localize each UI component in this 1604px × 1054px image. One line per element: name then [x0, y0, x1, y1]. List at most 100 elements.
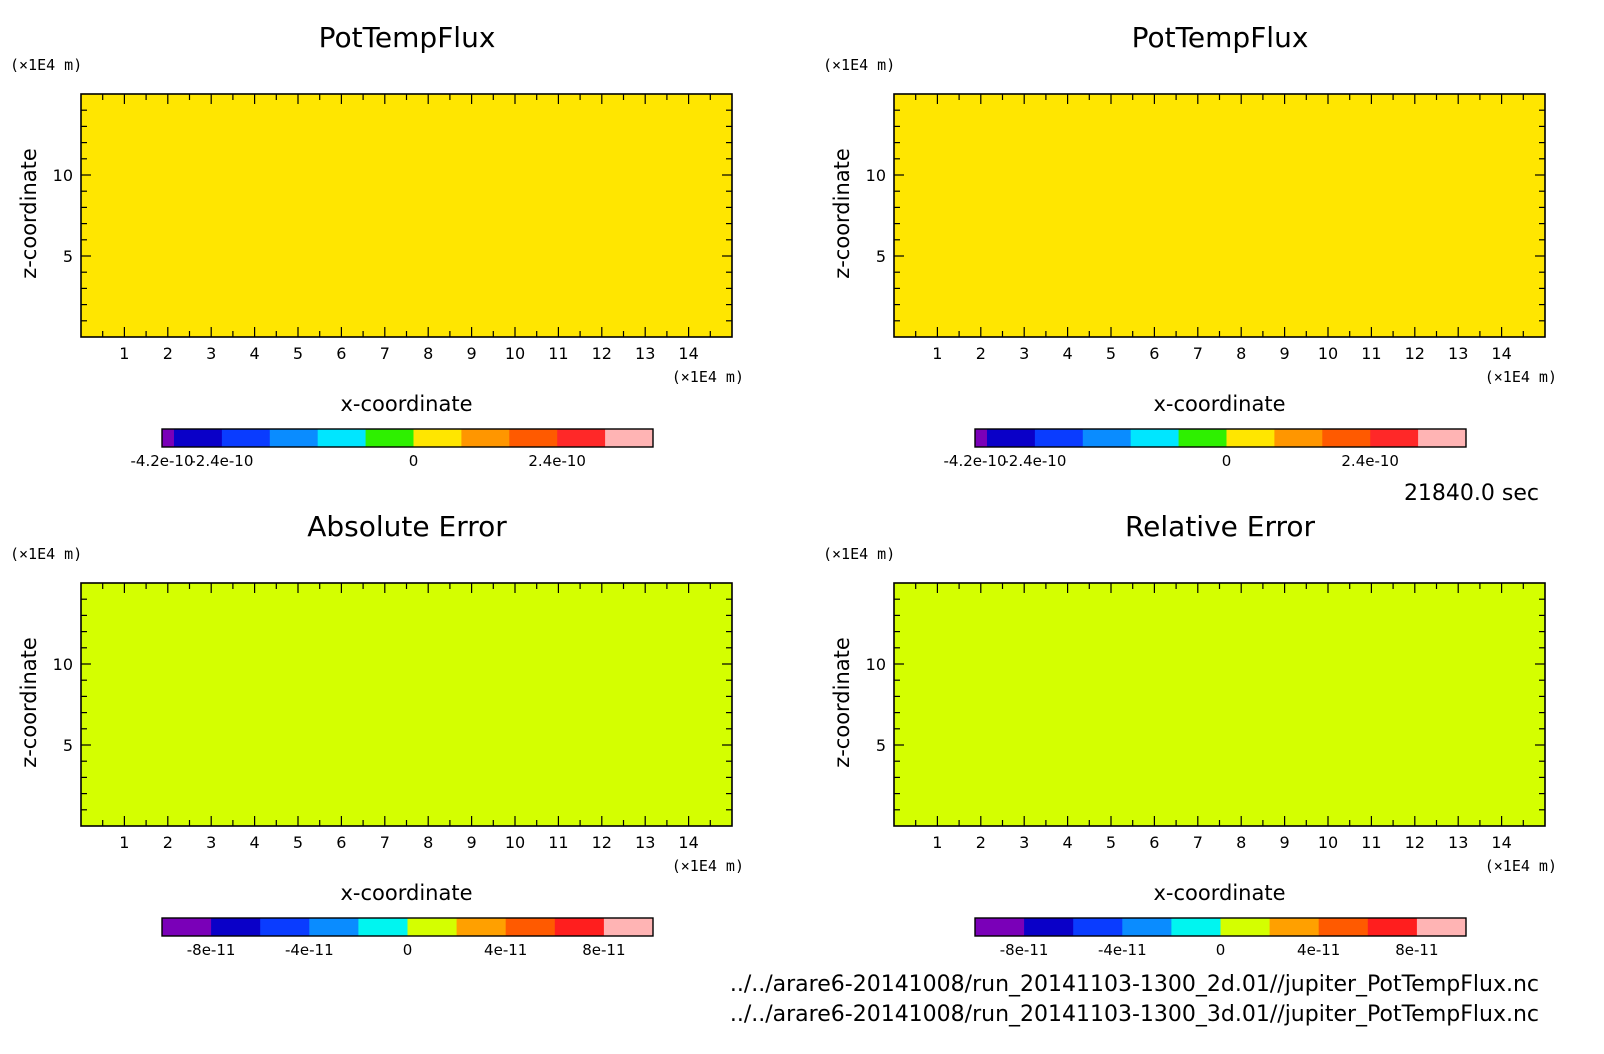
- y-unit-label: (×1E4 m): [10, 545, 82, 563]
- colorbar-segment: [1122, 918, 1172, 936]
- panel-title: PotTempFlux: [1132, 21, 1309, 54]
- panel-title: Absolute Error: [307, 510, 507, 543]
- x-tick-label: 10: [1318, 833, 1338, 852]
- x-tick-label: 4: [250, 344, 260, 363]
- x-tick-label: 7: [1193, 344, 1203, 363]
- x-tick-label: 10: [505, 833, 525, 852]
- colorbar-label: 8e-11: [1395, 941, 1438, 959]
- heatmap-field: [894, 94, 1545, 337]
- colorbar-label: 2.4e-10: [528, 452, 586, 470]
- colorbar-segment: [1171, 918, 1221, 936]
- x-tick-label: 6: [1149, 833, 1159, 852]
- colorbar: -8e-11 -4e-11 0 4e-11 8e-11: [974, 917, 1467, 959]
- x-tick-label: 11: [1361, 833, 1381, 852]
- x-tick-label: 13: [1448, 344, 1468, 363]
- colorbar-segment: [554, 918, 605, 936]
- colorbar-label: 0: [1216, 941, 1226, 959]
- chart-panel-3: Absolute Error(×1E4 m)1 2 3 4 5 6 7 8 9 10 11 12 13 1…: [10, 510, 744, 959]
- x-tick-label: 11: [548, 833, 568, 852]
- y-axis-title: z-coordinate: [830, 637, 854, 768]
- colorbar-segment: [456, 918, 507, 936]
- colorbar: -8e-11 -4e-11 0 4e-11 8e-11: [161, 917, 654, 959]
- colorbar-segment: [975, 918, 1025, 936]
- y-axis-ticks: [81, 109, 732, 322]
- x-axis-ticks: [915, 583, 1524, 826]
- x-tick-label: 9: [467, 344, 477, 363]
- x-tick-label: 14: [1491, 833, 1511, 852]
- chart-panel-4: Relative Error(×1E4 m)1 2 3 4 5 6 7 8 9 10 11 12 13 1…: [823, 510, 1557, 959]
- x-tick-label: 2: [976, 833, 986, 852]
- heatmap-field: [81, 583, 732, 826]
- x-axis-title: x-coordinate: [340, 392, 472, 416]
- x-tick-label: 5: [1106, 344, 1116, 363]
- colorbar-segment: [309, 918, 359, 936]
- y-unit-label: (×1E4 m): [823, 545, 895, 563]
- colorbar-segment: [557, 429, 606, 447]
- colorbar-segment: [211, 918, 261, 936]
- colorbar-label: 4e-11: [484, 941, 527, 959]
- colorbar-segment: [1220, 918, 1271, 936]
- colorbar-label: 4e-11: [1297, 941, 1340, 959]
- y-tick-label: 10: [866, 655, 886, 674]
- colorbar-label: -4.2e-10: [131, 452, 194, 470]
- y-tick-label: 10: [53, 655, 73, 674]
- colorbar-label: -4e-11: [1098, 941, 1147, 959]
- x-tick-label: 7: [380, 833, 390, 852]
- x-tick-label: 14: [678, 833, 698, 852]
- x-tick-label: 8: [1236, 344, 1246, 363]
- x-tick-label: 4: [1063, 344, 1073, 363]
- colorbar-segment: [1082, 429, 1132, 447]
- y-axis-title: z-coordinate: [17, 637, 41, 768]
- x-tick-label: 1: [932, 833, 942, 852]
- x-tick-label: 5: [1106, 833, 1116, 852]
- colorbar-segment: [986, 429, 1036, 447]
- source-file-label-2: ../../arare6-20141008/run_20141103-1300_…: [730, 1002, 1539, 1027]
- colorbar-label: -2.4e-10: [1003, 452, 1066, 470]
- source-file-label-1: ../../arare6-20141008/run_20141103-1300_…: [730, 972, 1539, 997]
- colorbar-segment: [173, 429, 223, 447]
- colorbar-label: 8e-11: [582, 941, 625, 959]
- y-axis-ticks: [81, 598, 732, 811]
- colorbar-segment: [1322, 429, 1371, 447]
- x-tick-label: 12: [592, 344, 612, 363]
- colorbar-segment: [509, 429, 558, 447]
- y-axis-ticks: [894, 598, 1545, 811]
- colorbar-frame: [161, 428, 654, 448]
- x-tick-label: 7: [1193, 833, 1203, 852]
- colorbar-segment: [269, 429, 319, 447]
- chart-panel-1: PotTempFlux(×1E4 m)1 2 3 4 5 6 7 8 9 10 11 12 13 1451…: [10, 21, 744, 470]
- colorbar-segment: [505, 918, 556, 936]
- x-tick-label: 14: [678, 344, 698, 363]
- x-tick-label: 13: [635, 344, 655, 363]
- colorbar-segment: [413, 429, 462, 447]
- colorbar-segment: [221, 429, 271, 447]
- x-tick-label: 13: [635, 833, 655, 852]
- colorbar-label: 0: [1222, 452, 1232, 470]
- x-tick-label: 8: [1236, 833, 1246, 852]
- colorbar-segment: [1130, 429, 1180, 447]
- colorbar-label: 2.4e-10: [1341, 452, 1399, 470]
- x-tick-label: 9: [467, 833, 477, 852]
- x-tick-label: 8: [423, 833, 433, 852]
- colorbar-segment: [1073, 918, 1123, 936]
- x-tick-label: 2: [163, 344, 173, 363]
- x-axis-ticks: [102, 583, 711, 826]
- x-tick-label: 1: [932, 344, 942, 363]
- colorbar-segment: [1178, 429, 1227, 447]
- colorbar-segment: [1418, 429, 1467, 447]
- colorbar: -4.2e-10-2.4e-10 0 2.4e-10: [131, 428, 654, 470]
- x-tick-label: 3: [206, 833, 216, 852]
- colorbar-label: -8e-11: [1000, 941, 1049, 959]
- x-tick-label: 6: [1149, 344, 1159, 363]
- x-unit-label: (×1E4 m): [1485, 368, 1557, 386]
- x-tick-label: 12: [592, 833, 612, 852]
- x-tick-label: 13: [1448, 833, 1468, 852]
- colorbar-segment: [461, 429, 510, 447]
- y-axis-ticks: [894, 109, 1545, 322]
- x-unit-label: (×1E4 m): [672, 857, 744, 875]
- x-tick-label: 11: [548, 344, 568, 363]
- x-tick-label: 6: [336, 344, 346, 363]
- x-axis-title: x-coordinate: [340, 881, 472, 905]
- x-unit-label: (×1E4 m): [672, 368, 744, 386]
